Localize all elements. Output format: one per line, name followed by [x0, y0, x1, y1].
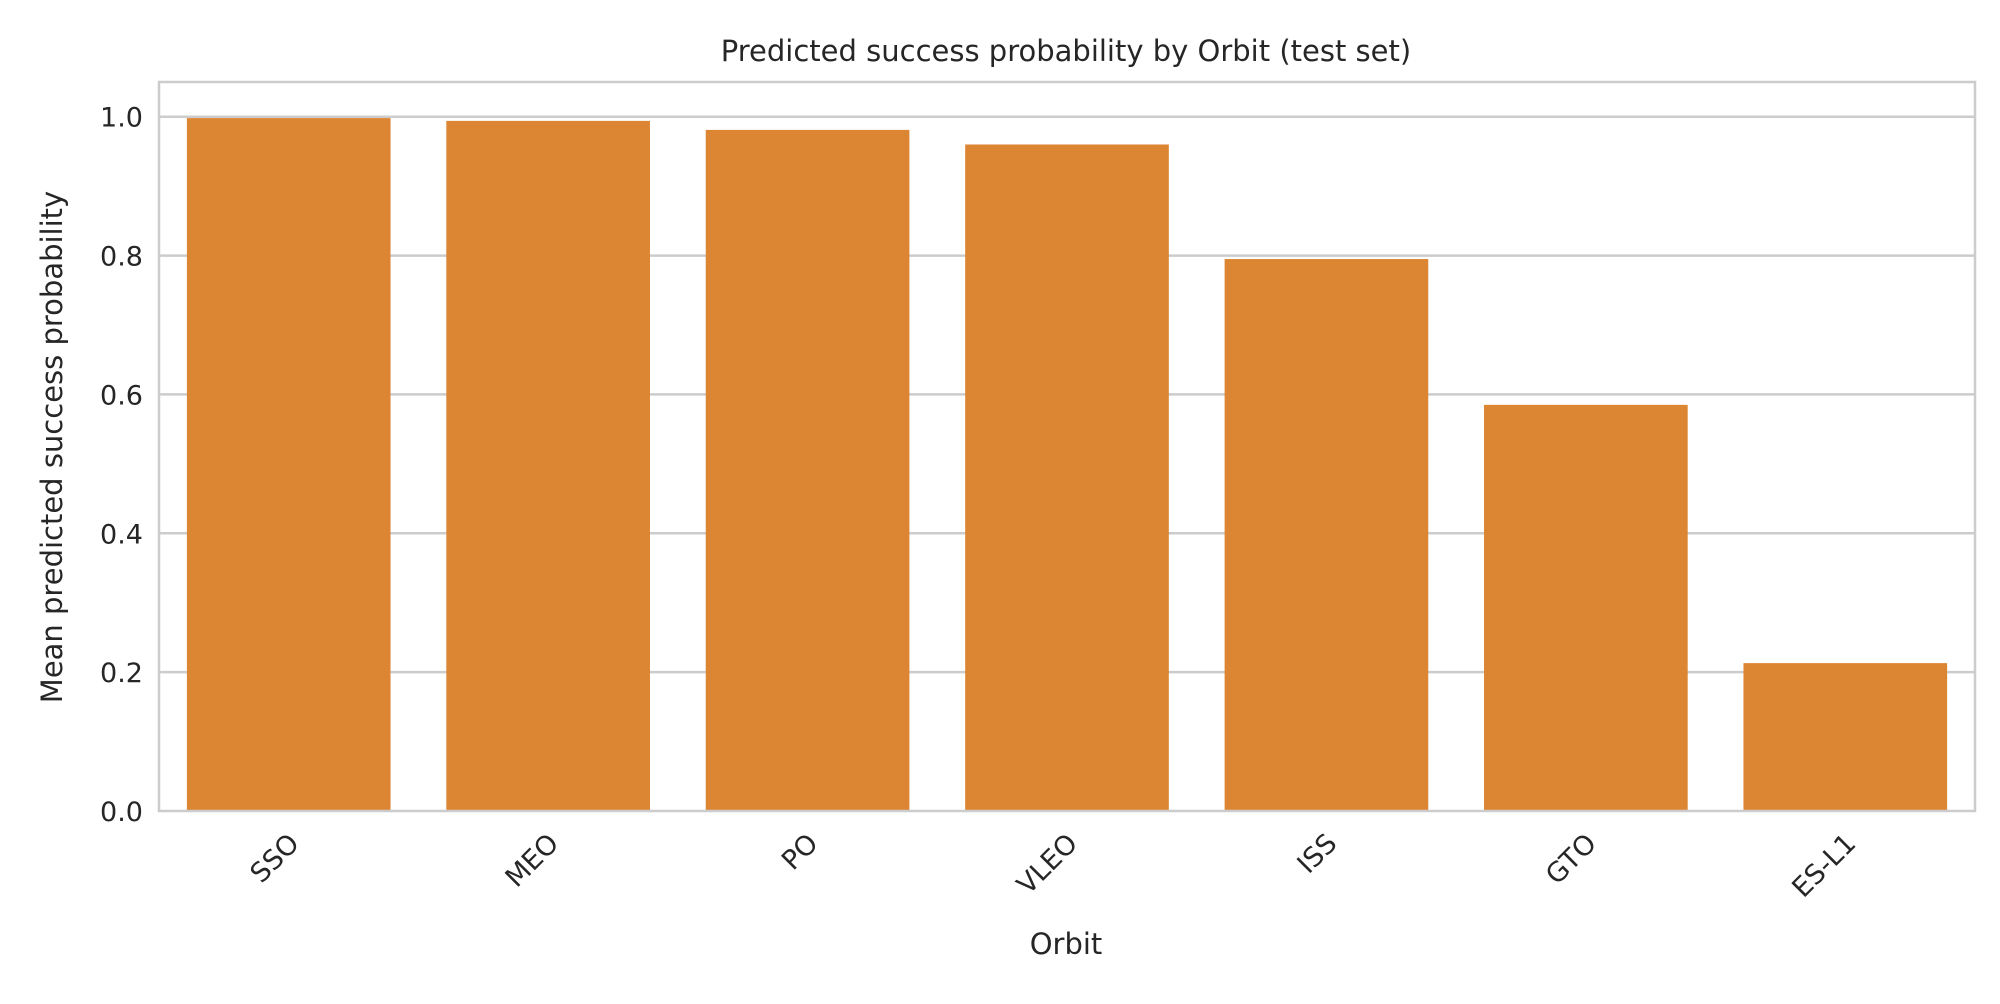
y-axis-label: Mean predicted success probability [35, 191, 69, 703]
y-tick-label: 0.8 [100, 242, 143, 273]
bars [186, 118, 1948, 812]
bar-es-l1 [1743, 663, 1948, 811]
bar-iss [1224, 259, 1429, 811]
y-tick-label: 0.4 [100, 519, 143, 550]
bar-po [705, 129, 910, 812]
bar-gto [1484, 404, 1688, 811]
plot-frame [157, 80, 1977, 813]
y-tick-label: 1.0 [100, 103, 143, 134]
y-tick-label: 0.6 [100, 380, 143, 411]
chart-title: Predicted success probability by Orbit (… [721, 34, 1411, 68]
bar-meo [446, 120, 650, 811]
bar-sso [186, 118, 391, 812]
y-tick-labels: 0.0 0.2 0.4 0.6 0.8 1.0 [100, 103, 143, 828]
x-axis-label: Orbit [1030, 927, 1103, 961]
y-tick-label: 0.0 [100, 797, 143, 828]
y-tick-label: 0.2 [100, 658, 143, 689]
bar-vleo [965, 144, 1169, 811]
